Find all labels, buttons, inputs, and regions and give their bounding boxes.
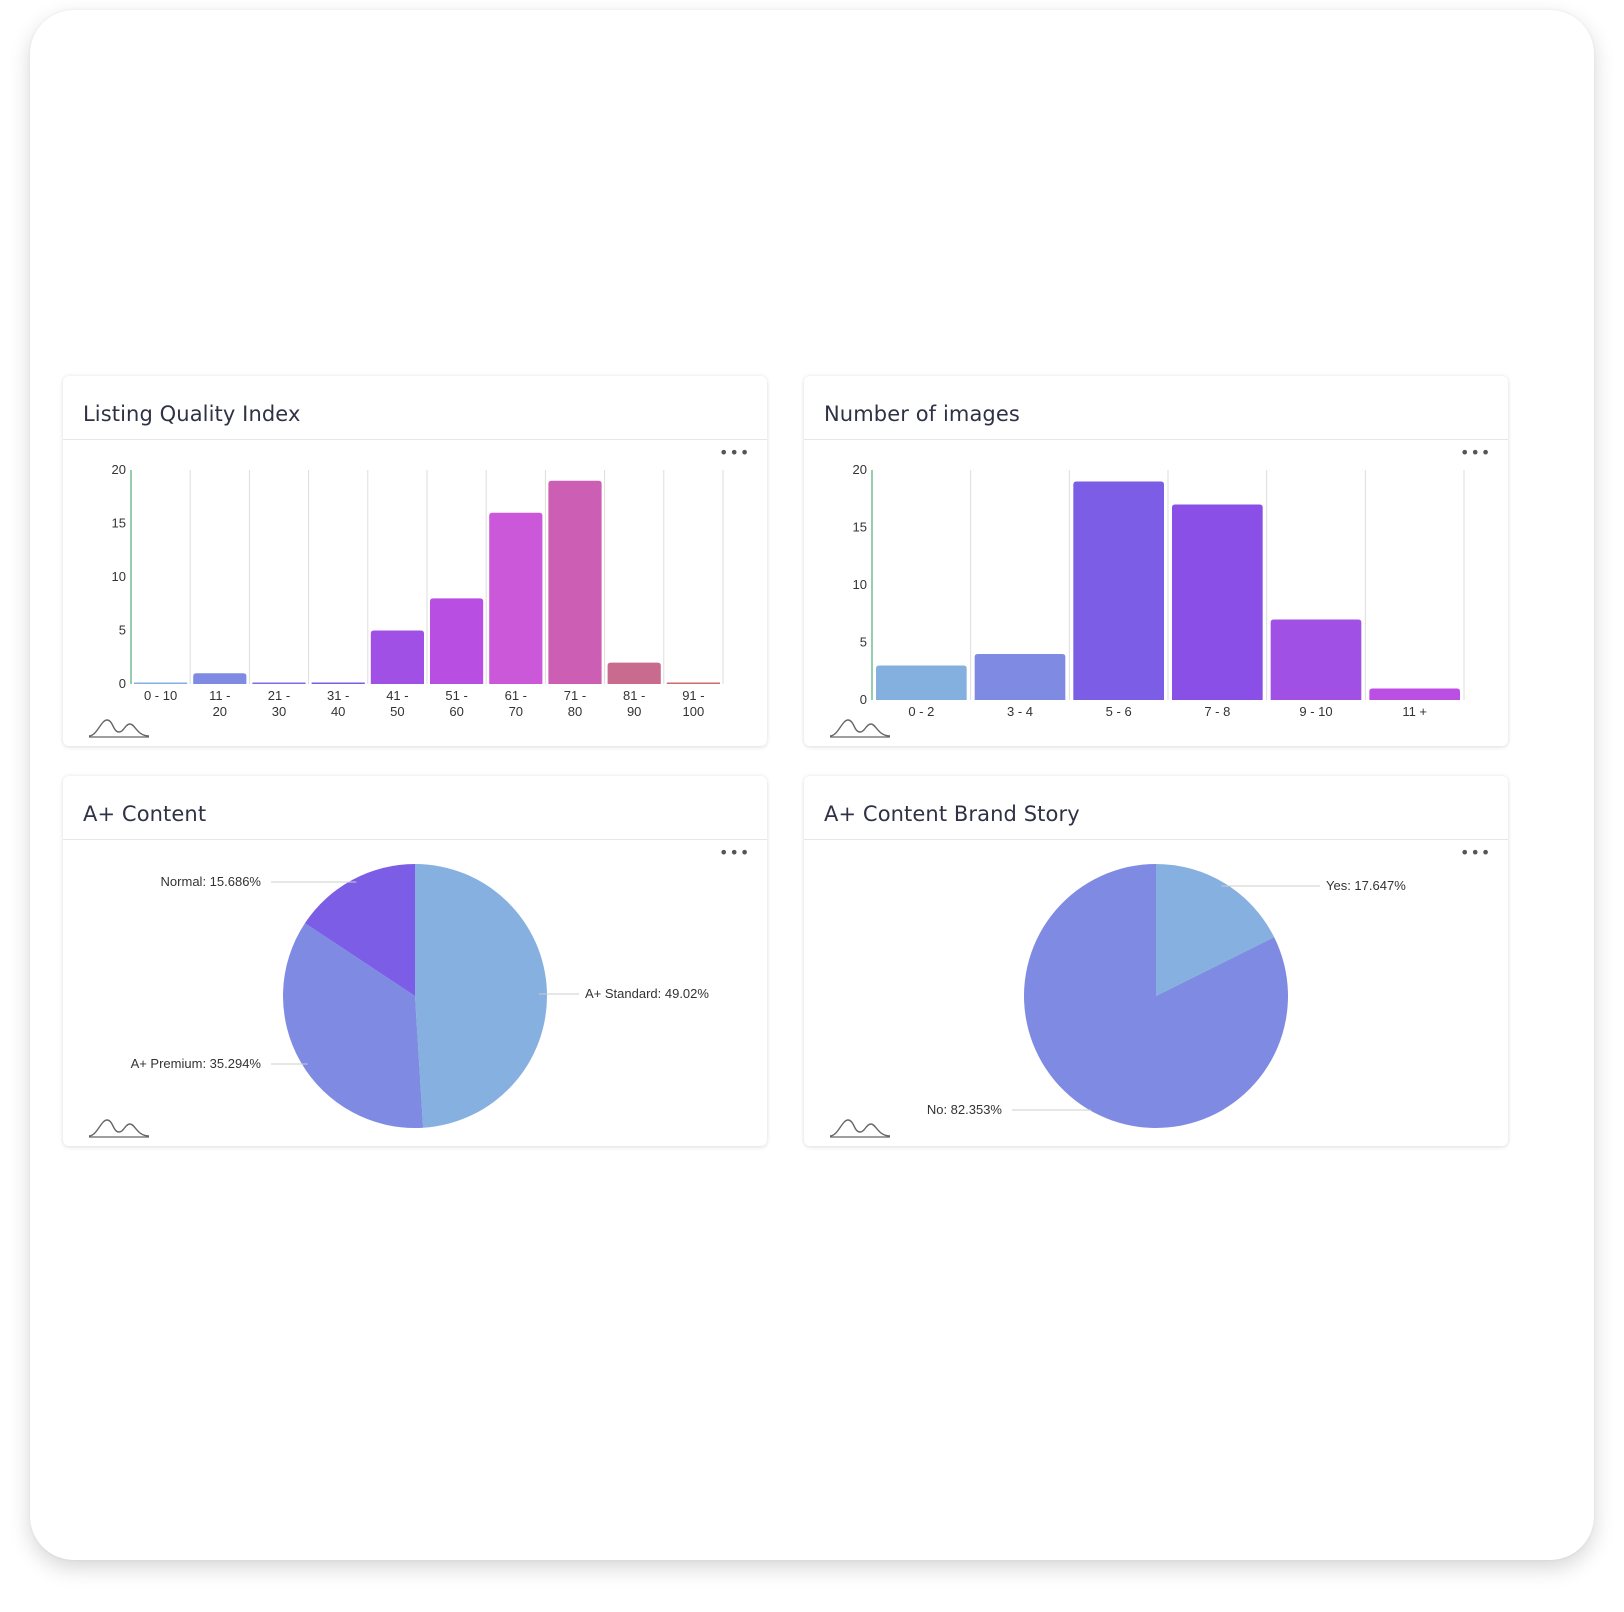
y-tick-label: 10 [112,569,126,584]
x-tick-label: 31 - [327,688,349,703]
x-tick-label: 71 - [564,688,586,703]
more-options-button[interactable]: ••• [1460,843,1492,862]
a-plus-brand-story-pie: Yes: 17.647% No: 82.353% [927,864,1406,1128]
bar [370,630,424,684]
bar [1073,481,1164,700]
listing-quality-card: Listing Quality Index ••• 0 5 10 15 20 0 - 10… [63,376,767,746]
x-tick-label: 100 [683,704,705,719]
y-tick-label: 15 [112,516,126,531]
pie-label: No: 82.353% [927,1102,1003,1117]
a-plus-content-card: A+ Content ••• A+ Standard: 49.02% A+ Pre… [63,776,767,1146]
card-divider [804,439,1508,440]
x-tick-label: 9 - 10 [1299,704,1332,719]
chart-logo-icon [88,719,150,738]
pie-label: A+ Premium: 35.294% [131,1056,262,1071]
pie-slice [304,864,415,996]
x-tick-label: 81 - [623,688,645,703]
y-tick-label: 0 [119,676,126,691]
more-options-button[interactable]: ••• [719,443,751,462]
pie-label: Normal: 15.686% [161,874,262,889]
x-tick-label: 5 - 6 [1106,704,1132,719]
x-tick-label: 11 - [209,688,230,703]
x-tick-label: 70 [509,704,523,719]
y-tick-label: 20 [112,462,126,477]
number-of-images-card: Number of images ••• 0 5 10 15 20 0 - 2 3 - 4 5… [804,376,1508,746]
pie-slice [415,864,547,1128]
pie-slice [283,923,424,1128]
a-plus-content-pie: A+ Standard: 49.02% A+ Premium: 35.294% No… [131,864,709,1128]
x-tick-label: 41 - [386,688,408,703]
y-tick-label: 15 [853,520,867,535]
more-options-button[interactable]: ••• [1460,443,1492,462]
x-tick-label: 40 [331,704,345,719]
pie-slice [1024,864,1288,1128]
y-tick-label: 20 [853,462,867,477]
y-tick-label: 5 [119,623,126,638]
x-tick-label: 80 [568,704,582,719]
a-plus-brand-story-card: A+ Content Brand Story ••• Yes: 17.647% N… [804,776,1508,1146]
card-title: Number of images [824,402,1020,426]
x-tick-label: 0 - 10 [144,688,177,703]
bar [134,682,188,684]
bar [252,682,306,684]
bar [193,673,247,684]
pie-label: A+ Standard: 49.02% [585,986,709,1001]
chart-logo-icon [829,719,891,738]
y-tick-label: 5 [860,635,867,650]
bar [666,682,720,684]
bar [548,480,602,684]
number-of-images-chart: 0 5 10 15 20 0 - 2 3 - 4 5 - 6 7 - 8 9 - 10 11 + [853,462,1465,719]
card-title: Listing Quality Index [83,402,301,426]
bar [1270,619,1362,700]
x-tick-label: 30 [272,704,286,719]
card-title: A+ Content [83,802,207,826]
dashboard-frame: Listing Quality Index ••• 0 5 10 15 20 0 - 10… [30,10,1594,1560]
x-tick-label: 3 - 4 [1007,704,1033,719]
card-divider [63,839,767,840]
bar [489,512,543,684]
x-tick-label: 20 [213,704,227,719]
bar [876,665,967,700]
bar [974,654,1066,700]
x-tick-label: 60 [449,704,463,719]
x-tick-label: 61 - [505,688,527,703]
x-tick-label: 11 + [1402,704,1427,719]
y-tick-label: 10 [853,577,867,592]
more-options-button[interactable]: ••• [719,843,751,862]
x-tick-label: 91 - [682,688,704,703]
pie-label: Yes: 17.647% [1326,878,1406,893]
x-tick-label: 90 [627,704,641,719]
x-tick-label: 51 - [445,688,467,703]
x-tick-label: 7 - 8 [1204,704,1230,719]
pie-slice [1156,864,1275,996]
bar [311,682,365,684]
card-divider [804,839,1508,840]
bar [1369,688,1460,700]
chart-logo-icon [88,1119,150,1138]
x-tick-label: 0 - 2 [908,704,934,719]
bar [430,598,484,684]
x-tick-label: 21 - [268,688,290,703]
y-tick-label: 0 [860,692,867,707]
bar [1172,504,1263,700]
card-title: A+ Content Brand Story [824,802,1080,826]
x-tick-label: 50 [390,704,404,719]
chart-logo-icon [829,1119,891,1138]
card-divider [63,439,767,440]
bar [607,662,661,684]
